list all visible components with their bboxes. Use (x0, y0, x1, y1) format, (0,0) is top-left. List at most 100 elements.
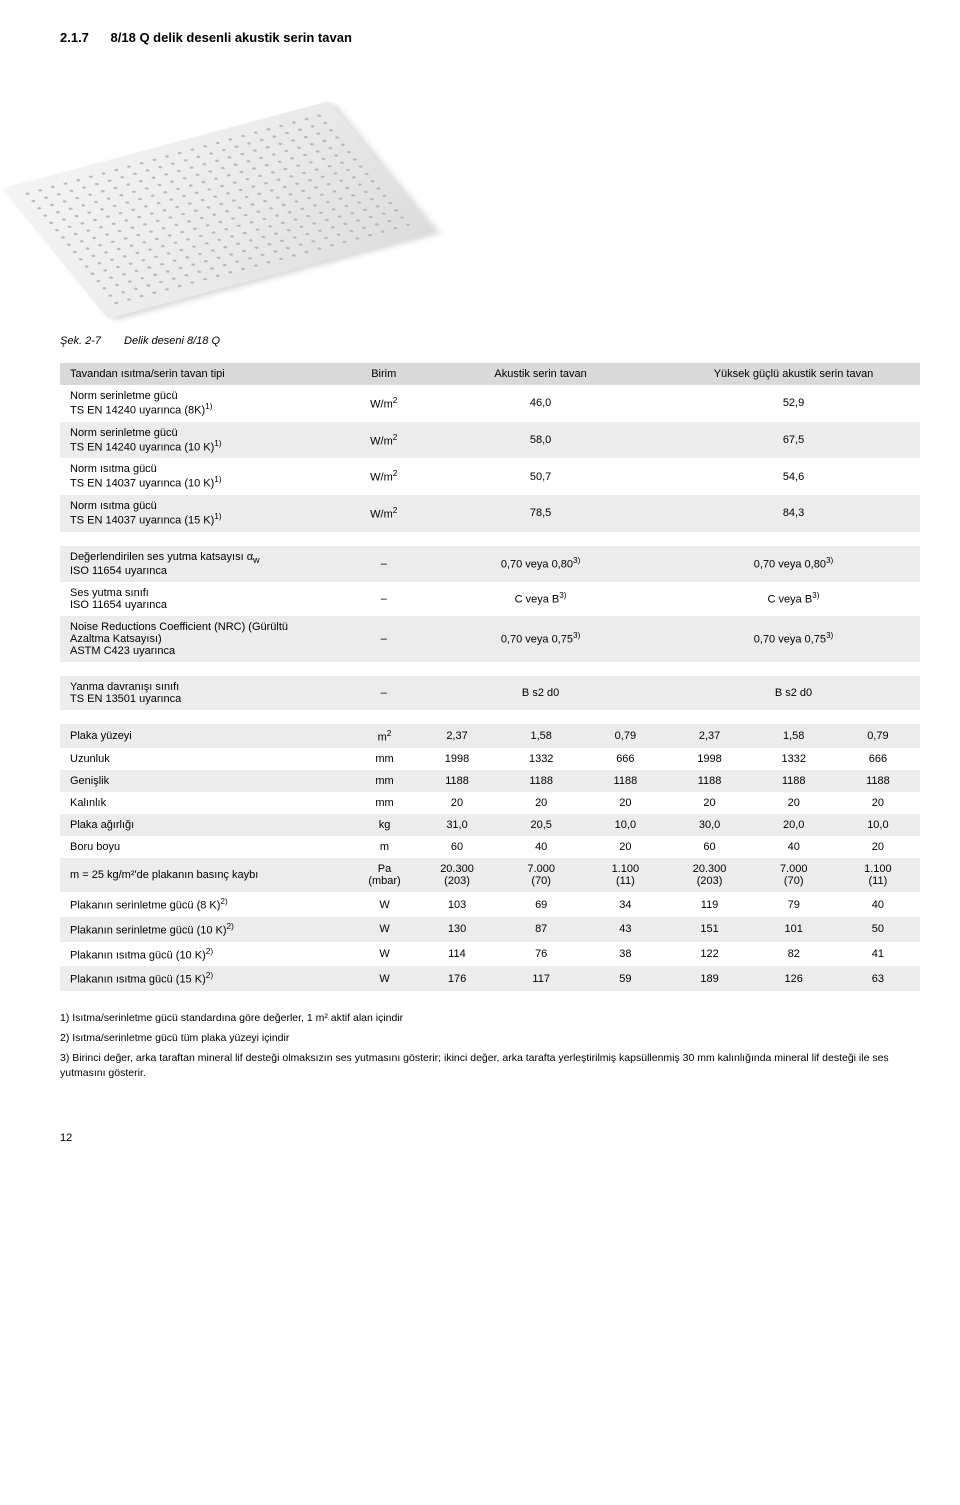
table-cell: 101 (752, 917, 836, 942)
table-row-unit: – (353, 676, 414, 710)
table-row-label: Yanma davranışı sınıfıTS EN 13501 uyarın… (60, 676, 353, 710)
table-row-unit: mm (354, 770, 415, 792)
table-row-label: Plakanın serinletme gücü (10 K)2) (60, 917, 354, 942)
table-cell: 7.000(70) (499, 858, 583, 892)
col-unit: Birim (353, 363, 414, 385)
table-cell: 20 (836, 836, 920, 858)
table-cell: 119 (667, 892, 751, 917)
col-acoustic: Akustik serin tavan (414, 363, 667, 385)
table-cell: 20,0 (752, 814, 836, 836)
table-cell: 63 (836, 966, 920, 991)
table-cell: 1188 (583, 770, 667, 792)
table-row-val1: 46,0 (414, 385, 667, 422)
table-cell: 1188 (499, 770, 583, 792)
table-row-val1: B s2 d0 (414, 676, 667, 710)
footnote-3: 3) Birinci değer, arka taraftan mineral … (60, 1051, 920, 1083)
table-cell: 41 (836, 942, 920, 967)
table-cell: 20 (667, 792, 751, 814)
table-cell: 60 (667, 836, 751, 858)
footnotes: 1) Isıtma/serinletme gücü standardına gö… (60, 1011, 920, 1082)
col-type: Tavandan ısıtma/serin tavan tipi (60, 363, 353, 385)
table-row-val2: 0,70 veya 0,803) (667, 546, 920, 582)
table-cell: 30,0 (667, 814, 751, 836)
table-cell: 1.100(11) (583, 858, 667, 892)
fire-table: Yanma davranışı sınıfıTS EN 13501 uyarın… (60, 676, 920, 710)
table-row-val1: 0,70 veya 0,803) (414, 546, 667, 582)
table-row-unit: W/m2 (353, 495, 414, 532)
table-row-unit: – (353, 546, 414, 582)
acoustic-table: Değerlendirilen ses yutma katsayısı αwIS… (60, 546, 920, 662)
table-cell: 20 (499, 792, 583, 814)
table-cell: 117 (499, 966, 583, 991)
figure-label: Şek. 2-7 (60, 335, 101, 347)
table-row-unit: m (354, 836, 415, 858)
table-row-unit: – (353, 616, 414, 662)
table-cell: 76 (499, 942, 583, 967)
table-row-unit: W/m2 (353, 422, 414, 459)
table-row-unit: kg (354, 814, 415, 836)
footnote-2: 2) Isıtma/serinletme gücü tüm plaka yüze… (60, 1031, 920, 1047)
table-cell: 40 (499, 836, 583, 858)
table-cell: 1332 (499, 748, 583, 770)
table-cell: 1,58 (499, 724, 583, 749)
table-cell: 34 (583, 892, 667, 917)
figure-caption: Şek. 2-7 Delik deseni 8/18 Q (60, 335, 920, 347)
table-cell: 40 (752, 836, 836, 858)
table-row-label: Değerlendirilen ses yutma katsayısı αwIS… (60, 546, 353, 582)
table-cell: 666 (583, 748, 667, 770)
table-cell: 666 (836, 748, 920, 770)
table-cell: 31,0 (415, 814, 499, 836)
table-row-label: Norm ısıtma gücüTS EN 14037 uyarınca (10… (60, 458, 353, 495)
table-row-val1: 78,5 (414, 495, 667, 532)
page-heading: 2.1.7 8/18 Q delik desenli akustik serin… (60, 30, 920, 45)
table-row-unit: W/m2 (353, 385, 414, 422)
table-cell: 151 (667, 917, 751, 942)
table-cell: 20 (583, 836, 667, 858)
section-title: 8/18 Q delik desenli akustik serin tavan (111, 30, 352, 45)
table-row-unit: W/m2 (353, 458, 414, 495)
table-row-label: Plaka ağırlığı (60, 814, 354, 836)
section-number: 2.1.7 (60, 30, 89, 45)
table-row-unit: W (354, 917, 415, 942)
col-high-power: Yüksek güçlü akustik serin tavan (667, 363, 920, 385)
table-row-val2: 0,70 veya 0,753) (667, 616, 920, 662)
table-cell: 1332 (752, 748, 836, 770)
dimensions-table: Plaka yüzeyim22,371,580,792,371,580,79Uz… (60, 724, 920, 991)
table-row-label: Norm serinletme gücüTS EN 14240 uyarınca… (60, 422, 353, 459)
table-cell: 176 (415, 966, 499, 991)
table-row-label: Boru boyu (60, 836, 354, 858)
table-cell: 20 (836, 792, 920, 814)
table-cell: 10,0 (836, 814, 920, 836)
footnote-1: 1) Isıtma/serinletme gücü standardına gö… (60, 1011, 920, 1027)
table-row-label: Noise Reductions Coefficient (NRC) (Gürü… (60, 616, 353, 662)
table-cell: 2,37 (667, 724, 751, 749)
table-row-label: Plakanın ısıtma gücü (15 K)2) (60, 966, 354, 991)
table-cell: 0,79 (836, 724, 920, 749)
table-cell: 50 (836, 917, 920, 942)
table-cell: 1188 (752, 770, 836, 792)
table-row-val1: 50,7 (414, 458, 667, 495)
table-cell: 82 (752, 942, 836, 967)
table-cell: 20.300(203) (415, 858, 499, 892)
table-cell: 1.100(11) (836, 858, 920, 892)
table-cell: 59 (583, 966, 667, 991)
table-row-label: m = 25 kg/m²'de plakanın basınç kaybı (60, 858, 354, 892)
table-row-unit: – (353, 582, 414, 616)
table-row-label: Plaka yüzeyi (60, 724, 354, 749)
table-row-label: Plakanın serinletme gücü (8 K)2) (60, 892, 354, 917)
table-cell: 10,0 (583, 814, 667, 836)
table-cell: 7.000(70) (752, 858, 836, 892)
product-figure (60, 65, 430, 325)
table-cell: 114 (415, 942, 499, 967)
table-row-label: Kalınlık (60, 792, 354, 814)
table-cell: 69 (499, 892, 583, 917)
table-cell: 20 (583, 792, 667, 814)
table-row-unit: m2 (354, 724, 415, 749)
table-row-val2: 67,5 (667, 422, 920, 459)
table-row-unit: mm (354, 748, 415, 770)
table-cell: 1998 (667, 748, 751, 770)
table-row-val2: 52,9 (667, 385, 920, 422)
table-row-unit: Pa(mbar) (354, 858, 415, 892)
table-row-val2: B s2 d0 (667, 676, 920, 710)
page-number: 12 (60, 1132, 920, 1144)
